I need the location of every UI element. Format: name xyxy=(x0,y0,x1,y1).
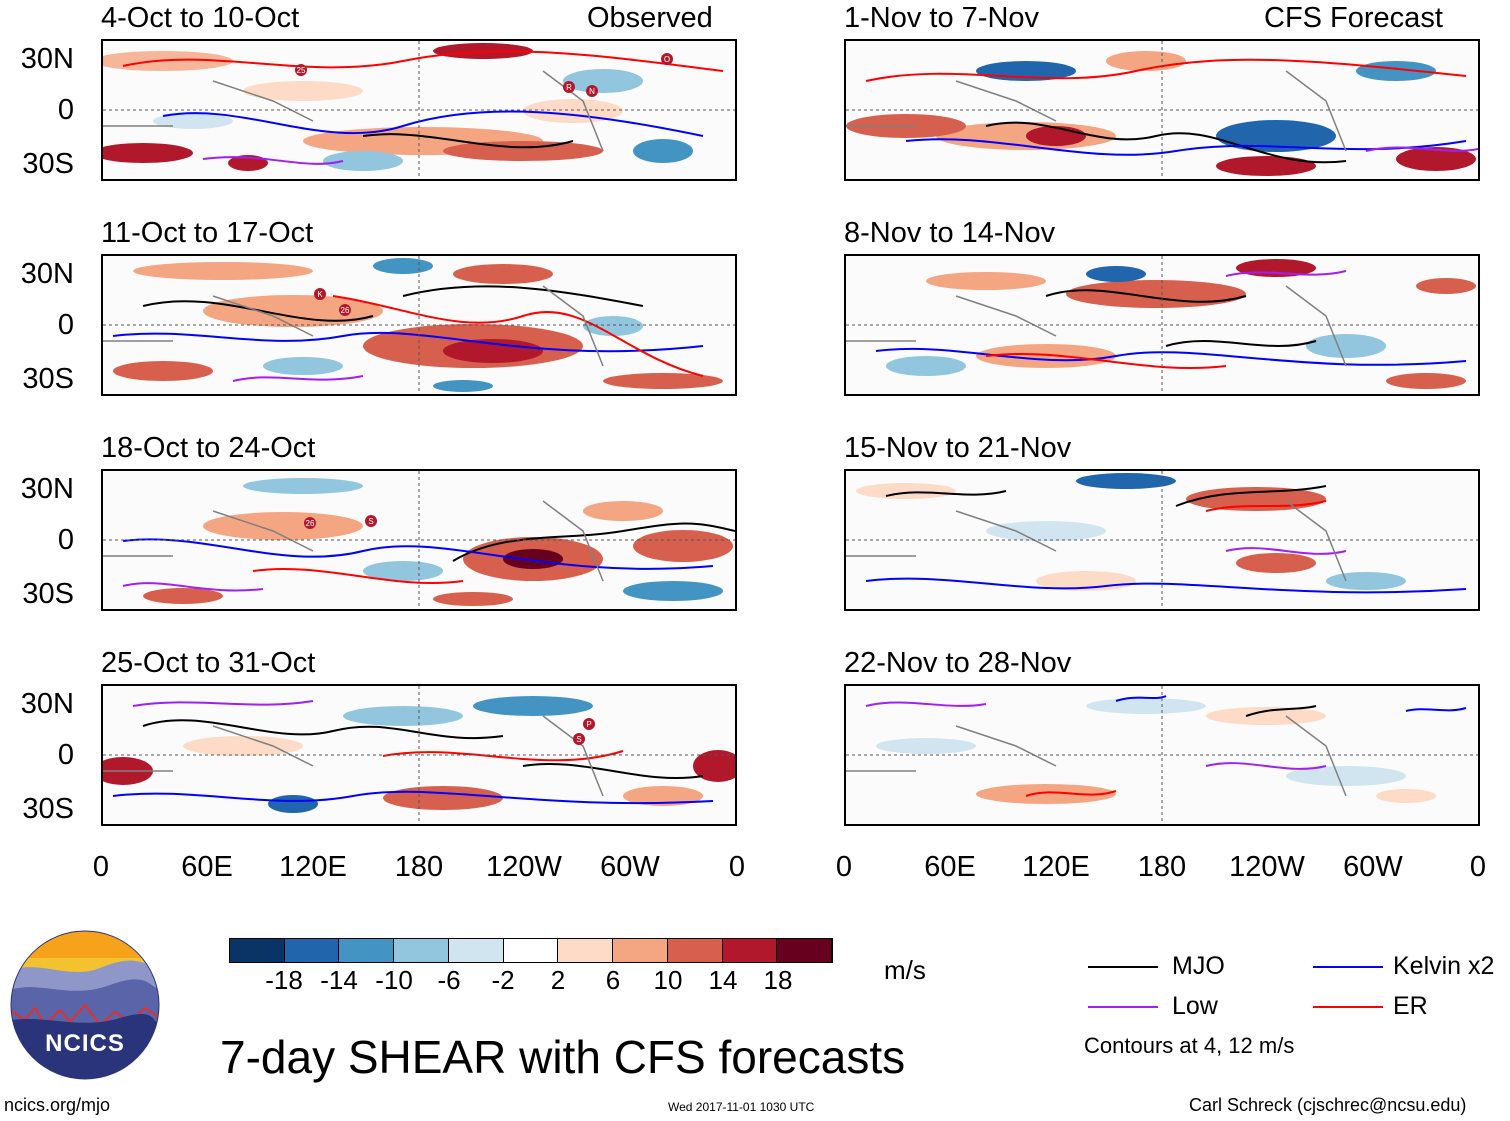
storm-marker: 26 xyxy=(306,519,315,528)
colorbar-label: -10 xyxy=(375,965,413,995)
storm-marker: P xyxy=(586,720,591,729)
storm-marker: R xyxy=(566,83,572,92)
lat-label-30s: 30S xyxy=(22,793,74,825)
map-panel-2: K 26 xyxy=(101,254,737,396)
colorbar-swatch xyxy=(394,939,449,962)
colorbar-label: 2 xyxy=(550,965,566,995)
colorbar-label: 10 xyxy=(653,965,683,995)
legend-line-kelvin xyxy=(1313,966,1383,968)
lat-label-30s: 30S xyxy=(22,578,74,610)
colorbar-unit: m/s xyxy=(884,955,926,985)
logo-text: NCICS xyxy=(45,1030,125,1057)
map-panel-3: 26 S xyxy=(101,469,737,611)
lat-label-30n: 30N xyxy=(20,43,74,75)
legend-label-mjo: MJO xyxy=(1172,952,1225,980)
panel-5-title: 1-Nov to 7-Nov xyxy=(844,2,1040,34)
colorbar-swatch xyxy=(613,939,668,962)
colorbar-swatch xyxy=(284,939,340,962)
colorbar-swatch xyxy=(777,939,833,962)
colorbar-swatch xyxy=(667,939,723,962)
colorbar-label: 6 xyxy=(605,965,621,995)
panel-6-title: 8-Nov to 14-Nov xyxy=(844,217,1056,249)
colorbar-label: 18 xyxy=(763,965,793,995)
lon-label: 180 xyxy=(394,851,444,883)
main-title: 7-day SHEAR with CFS forecasts xyxy=(220,1031,906,1083)
storm-marker: O xyxy=(664,55,670,64)
lon-label: 120E xyxy=(1022,851,1090,883)
lon-label: 0 xyxy=(1469,851,1487,883)
lon-label: 0 xyxy=(92,851,110,883)
map-panel-8 xyxy=(844,684,1480,826)
legend-label-low: Low xyxy=(1172,992,1218,1020)
colorbar-swatch xyxy=(339,939,395,962)
footer-url[interactable]: ncics.org/mjo xyxy=(4,1095,111,1115)
colorbar-label: -6 xyxy=(437,965,461,995)
panel-5-label: CFS Forecast xyxy=(1264,2,1443,34)
lat-label-30n: 30N xyxy=(20,688,74,720)
lon-label: 120E xyxy=(279,851,347,883)
lon-label: 0 xyxy=(835,851,853,883)
lat-label-30s: 30S xyxy=(22,148,74,180)
colorbar xyxy=(229,938,833,963)
lon-label: 120W xyxy=(1229,851,1305,883)
lat-label-0: 0 xyxy=(57,739,74,771)
colorbar-swatch xyxy=(230,939,285,962)
lat-label-0: 0 xyxy=(57,309,74,341)
legend-line-low xyxy=(1088,1006,1158,1008)
lon-label: 60E xyxy=(181,851,233,883)
footer-credit: Carl Schreck (cjschrec@ncsu.edu) xyxy=(1189,1095,1467,1115)
colorbar-label: -14 xyxy=(320,965,358,995)
lon-label: 180 xyxy=(1137,851,1187,883)
colorbar-label: 14 xyxy=(708,965,738,995)
lat-label-0: 0 xyxy=(57,524,74,556)
storm-marker: S xyxy=(368,517,373,526)
storm-marker: N xyxy=(589,87,595,96)
storm-marker: S xyxy=(576,735,581,744)
panel-2-title: 11-Oct to 17-Oct xyxy=(101,217,314,249)
map-panel-1: 25 R N O xyxy=(101,39,737,181)
legend-line-er xyxy=(1313,1006,1383,1008)
map-panel-4: P S xyxy=(101,684,737,826)
panel-8-title: 22-Nov to 28-Nov xyxy=(844,647,1072,679)
colorbar-swatch xyxy=(503,939,559,962)
legend-label-kelvin: Kelvin x2 xyxy=(1393,952,1495,980)
panel-1-title: 4-Oct to 10-Oct xyxy=(101,2,300,34)
panel-1-label: Observed xyxy=(587,2,713,34)
colorbar-swatch xyxy=(558,939,614,962)
panel-7-title: 15-Nov to 21-Nov xyxy=(844,432,1072,464)
colorbar-label: -18 xyxy=(265,965,303,995)
legend-line-mjo xyxy=(1088,966,1158,968)
lon-label: 120W xyxy=(486,851,562,883)
storm-marker: K xyxy=(317,290,323,299)
lat-label-30s: 30S xyxy=(22,363,74,395)
map-panel-7 xyxy=(844,469,1480,611)
map-panel-6 xyxy=(844,254,1480,396)
storm-marker: 25 xyxy=(297,66,306,75)
panel-3-title: 18-Oct to 24-Oct xyxy=(101,432,316,464)
lon-label: 60W xyxy=(600,851,660,883)
colorbar-label: -2 xyxy=(491,965,515,995)
colorbar-swatch xyxy=(448,939,504,962)
lon-label: 60W xyxy=(1343,851,1403,883)
lon-label: 0 xyxy=(728,851,746,883)
lon-label: 60E xyxy=(924,851,976,883)
map-panel-5 xyxy=(844,39,1480,181)
lat-label-30n: 30N xyxy=(20,258,74,290)
colorbar-labels: -18 -14 -10 -6 -2 2 6 10 14 18 xyxy=(229,967,833,997)
legend-note: Contours at 4, 12 m/s xyxy=(1084,1033,1295,1058)
footer-timestamp: Wed 2017-11-01 1030 UTC xyxy=(668,1100,815,1114)
lat-label-0: 0 xyxy=(57,94,74,126)
legend-label-er: ER xyxy=(1393,992,1428,1020)
colorbar-swatch xyxy=(722,939,778,962)
lat-label-30n: 30N xyxy=(20,473,74,505)
storm-marker: 26 xyxy=(341,306,350,315)
panel-4-title: 25-Oct to 31-Oct xyxy=(101,647,316,679)
ncics-logo: NCICS xyxy=(10,930,160,1080)
